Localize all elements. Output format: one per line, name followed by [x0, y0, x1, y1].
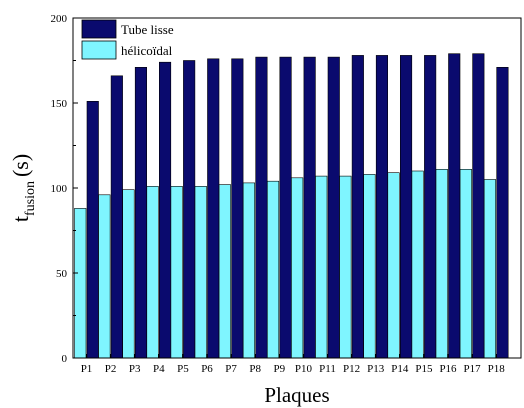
bar-helicoidal-p2 [98, 194, 111, 359]
y-tick-label: 150 [51, 98, 68, 110]
x-tick-label-p2: P2 [105, 363, 117, 375]
bar-tube-lisse-p1 [86, 101, 99, 359]
bar-helicoidal-p8 [242, 182, 255, 359]
bar-helicoidal-p6 [194, 186, 207, 359]
bar-tube-lisse-p3 [134, 67, 147, 359]
bar-tube-lisse-p15 [424, 55, 437, 359]
y-tick-label: 50 [56, 268, 68, 280]
bar-helicoidal-p9 [266, 180, 280, 359]
bar-tube-lisse-p14 [399, 55, 413, 359]
bar-tube-lisse-p6 [207, 58, 220, 359]
bar-tube-lisse-p11 [327, 56, 340, 359]
x-tick-label-p17: P17 [464, 363, 482, 375]
legend-label-tube-lisse: Tube lisse [121, 22, 174, 37]
bar-helicoidal-p1 [74, 208, 87, 359]
x-tick-label-p10: P10 [295, 363, 313, 375]
x-tick-label-p15: P15 [415, 363, 433, 375]
x-tick-label-p9: P9 [273, 363, 285, 375]
bar-tube-lisse-p2 [110, 75, 123, 359]
x-tick-label-p14: P14 [391, 363, 409, 375]
bar-tube-lisse-p17 [472, 53, 485, 359]
x-tick-label-p4: P4 [153, 363, 165, 375]
x-tick-label-p11: P11 [319, 363, 336, 375]
bar-tube-lisse-p12 [351, 55, 364, 359]
bar-helicoidal-p10 [291, 177, 304, 359]
y-tick-label: 0 [62, 353, 68, 365]
y-axis-title: tfusion (s) [8, 154, 38, 222]
bar-tube-lisse-p8 [255, 56, 268, 359]
bar-tube-lisse-p7 [231, 58, 244, 359]
bars-group [74, 53, 509, 359]
bar-tube-lisse-p5 [183, 60, 196, 359]
x-tick-label-p7: P7 [225, 363, 237, 375]
x-axis: P1 P2 P3 P4 P5 P6 P7 P8 P9 P10 P11 P12 P13 P14 P15 P16 P… [81, 354, 506, 375]
x-tick-label-p5: P5 [177, 363, 189, 375]
legend: Tube lisse hélicoïdal [81, 19, 174, 60]
bar-helicoidal-p17 [459, 169, 472, 359]
bar-tube-lisse-p10 [303, 56, 316, 359]
bar-helicoidal-p11 [315, 175, 328, 359]
x-tick-label-p18: P18 [488, 363, 506, 375]
x-tick-label-p8: P8 [249, 363, 261, 375]
legend-swatch-tube-lisse [81, 19, 117, 39]
y-axis-title-sub: fusion [23, 181, 38, 216]
bar-helicoidal-p5 [170, 186, 183, 359]
bar-tube-lisse-p18 [496, 67, 509, 359]
bar-helicoidal-p15 [411, 170, 424, 359]
bar-tube-lisse-p4 [159, 61, 172, 359]
x-tick-label-p3: P3 [129, 363, 141, 375]
y-tick-label: 200 [51, 13, 68, 25]
bar-helicoidal-p16 [435, 169, 448, 359]
x-tick-label-p13: P13 [367, 363, 385, 375]
bar-tube-lisse-p9 [279, 56, 292, 359]
y-axis-title-unit: (s) [8, 154, 33, 177]
legend-swatch-helicoidal [81, 40, 117, 60]
y-axis: 0 50 100 150 200 [51, 13, 78, 365]
y-axis-title-main: t [8, 216, 33, 222]
x-tick-label-p6: P6 [201, 363, 213, 375]
bar-helicoidal-p12 [339, 175, 352, 359]
bar-helicoidal-p4 [146, 186, 159, 359]
x-tick-label-p12: P12 [343, 363, 360, 375]
bar-helicoidal-p18 [483, 179, 497, 359]
bar-tube-lisse-p16 [448, 53, 461, 359]
bar-helicoidal-p13 [363, 174, 376, 359]
x-tick-label-p1: P1 [81, 363, 93, 375]
x-tick-label-p16: P16 [439, 363, 457, 375]
bar-helicoidal-p14 [387, 172, 400, 359]
bar-helicoidal-p3 [122, 189, 135, 359]
bar-helicoidal-p7 [218, 184, 231, 359]
y-tick-label: 100 [51, 183, 68, 195]
legend-label-helicoidal: hélicoïdal [121, 43, 173, 58]
bar-tube-lisse-p13 [375, 55, 389, 359]
x-axis-title: Plaques [264, 383, 329, 407]
